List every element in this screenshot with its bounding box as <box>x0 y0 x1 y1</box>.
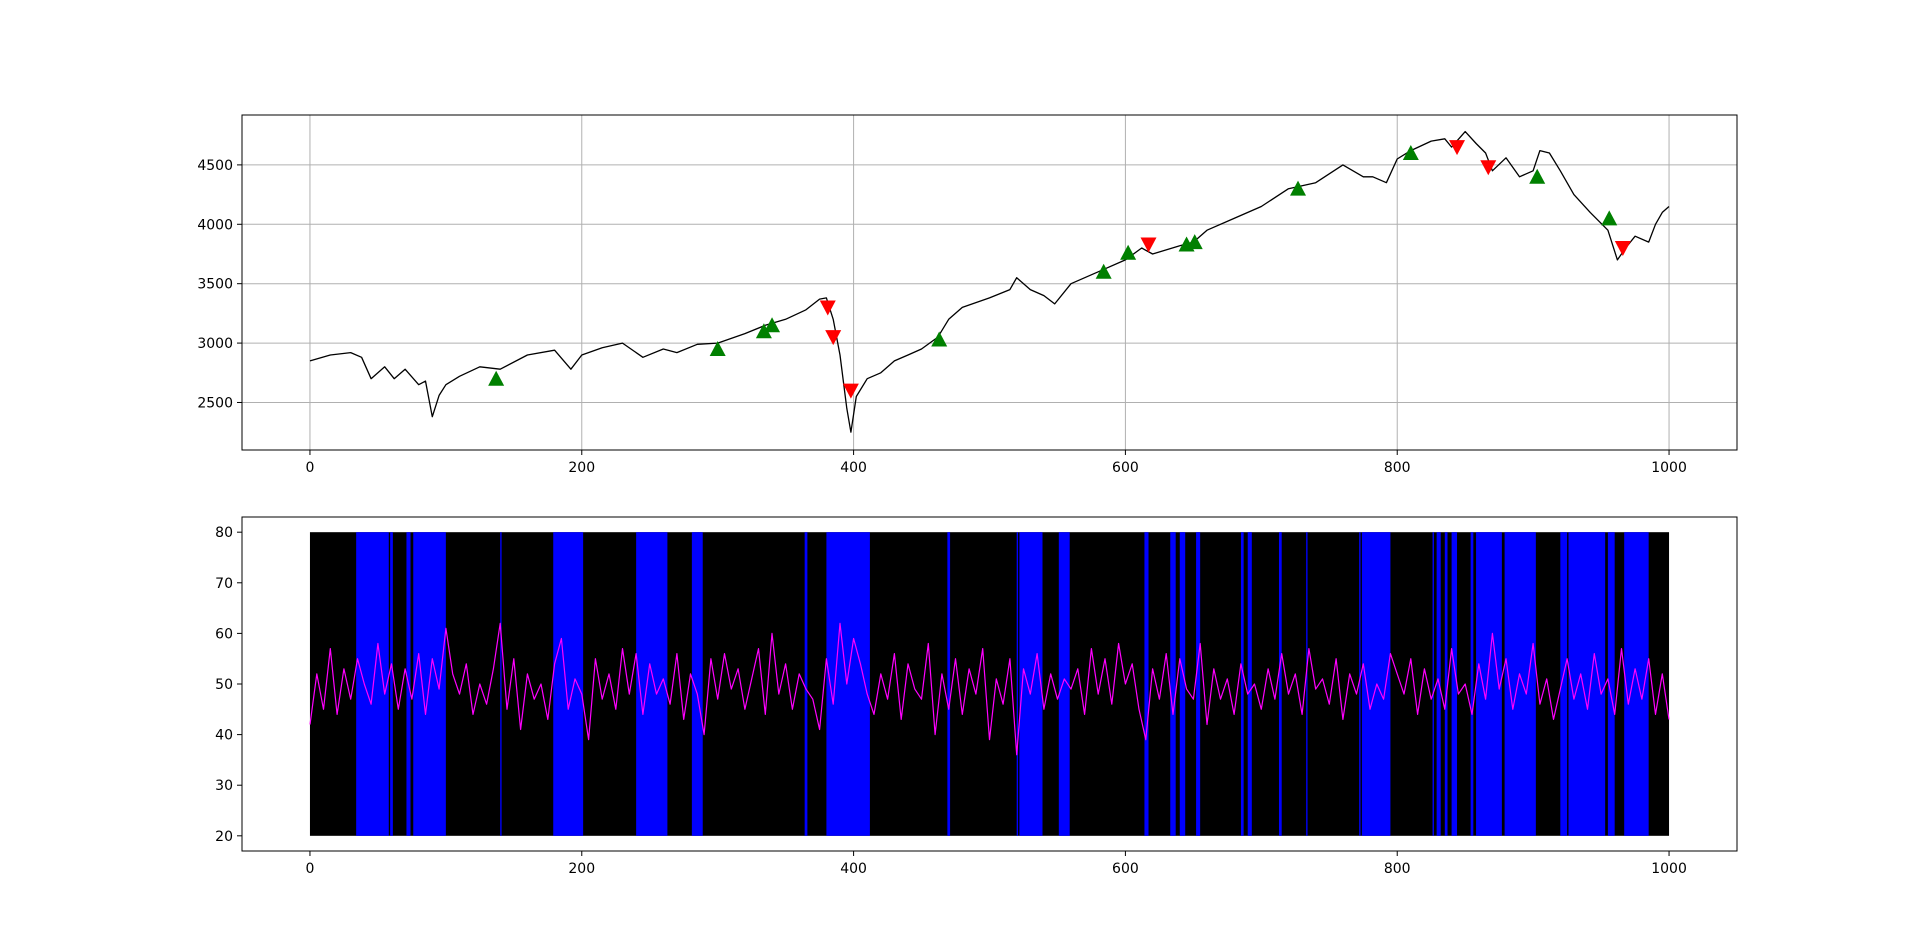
regime-band <box>691 532 703 836</box>
regime-band <box>947 532 951 836</box>
price-y-tick-label: 4000 <box>197 217 233 233</box>
buy-signal-marker <box>488 370 505 386</box>
indicator-x-tick-label: 800 <box>1384 861 1411 877</box>
sell-signal-marker <box>1140 237 1157 253</box>
regime-band <box>1144 532 1149 836</box>
regime-band <box>1470 532 1474 836</box>
regime-band <box>1278 532 1282 836</box>
indicator-x-tick-label: 200 <box>568 861 595 877</box>
buy-signal-marker <box>755 323 772 339</box>
indicator-y-tick-label: 40 <box>215 728 233 744</box>
indicator-y-tick-label: 30 <box>215 778 233 794</box>
price-x-tick-label: 200 <box>568 460 595 476</box>
buy-signal-marker <box>1120 244 1137 260</box>
regime-band <box>1560 532 1568 836</box>
regime-band <box>1476 532 1502 836</box>
buy-signal-marker <box>931 331 948 347</box>
regime-band <box>1058 532 1070 836</box>
sell-signal-marker <box>842 383 859 399</box>
price-y-tick-label: 3000 <box>197 336 233 352</box>
buy-signal-marker <box>1402 145 1419 161</box>
regime-band <box>390 532 393 836</box>
buy-signal-marker <box>1529 168 1546 184</box>
regime-band <box>1019 532 1043 836</box>
buy-signal-marker <box>1601 210 1618 226</box>
price-y-tick-label: 3500 <box>197 277 233 293</box>
indicator-chart-axes: 0 200 400 600 800 1000 20 30 40 50 60 70 80 <box>215 516 1738 877</box>
regime-band <box>1240 532 1244 836</box>
indicator-x-tick-label: 0 <box>305 861 314 877</box>
price-x-tick-label: 1000 <box>1651 460 1687 476</box>
regime-band <box>1196 532 1201 836</box>
indicator-y-tick-label: 80 <box>215 525 233 541</box>
regime-band <box>1170 532 1176 836</box>
indicator-y-tick-label: 60 <box>215 626 233 642</box>
regime-band <box>1179 532 1186 836</box>
regime-band <box>1247 532 1252 836</box>
sell-signal-marker <box>819 300 836 316</box>
indicator-y-tick-label: 50 <box>215 677 233 693</box>
regime-band <box>804 532 808 836</box>
indicator-series-line <box>309 622 1670 756</box>
price-chart-axes: 0 200 400 600 800 1000 2500 3000 3500 4000 4500 <box>197 114 1738 476</box>
buy-signal-marker <box>1095 263 1112 279</box>
regime-band <box>1359 532 1361 836</box>
sell-signal-marker <box>1480 160 1497 176</box>
regime-band <box>1306 532 1308 836</box>
sell-signal-marker <box>825 330 842 346</box>
buy-signal-marker <box>1186 234 1203 250</box>
regime-band <box>553 532 584 836</box>
price-x-tick-label: 400 <box>840 460 867 476</box>
price-y-tick-label: 2500 <box>197 395 233 411</box>
price-series-line <box>309 130 1670 433</box>
price-x-tick-label: 0 <box>305 460 314 476</box>
regime-band <box>500 532 502 836</box>
price-axes-frame <box>241 114 1738 451</box>
regime-band <box>636 532 668 836</box>
indicator-x-tick-label: 600 <box>1112 861 1139 877</box>
indicator-x-tick-label: 1000 <box>1651 861 1687 877</box>
sell-signal-marker <box>1449 140 1466 156</box>
regime-band <box>1444 532 1448 836</box>
buy-signal-marker <box>764 317 781 333</box>
indicator-y-tick-label: 20 <box>215 829 233 845</box>
regime-band <box>1016 532 1019 836</box>
regime-background <box>309 532 1670 836</box>
price-x-tick-label: 600 <box>1112 460 1139 476</box>
indicator-x-tick-label: 400 <box>840 861 867 877</box>
buy-signal-marker <box>1290 180 1307 196</box>
regime-band <box>1432 532 1434 836</box>
regime-band <box>1607 532 1615 836</box>
regime-band <box>826 532 870 836</box>
regime-band <box>1451 532 1458 836</box>
buy-signal-marker <box>709 341 726 357</box>
indicator-y-tick-label: 70 <box>215 576 233 592</box>
price-x-tick-label: 800 <box>1384 460 1411 476</box>
sell-signal-marker <box>1614 241 1631 257</box>
price-y-tick-label: 4500 <box>197 158 233 174</box>
